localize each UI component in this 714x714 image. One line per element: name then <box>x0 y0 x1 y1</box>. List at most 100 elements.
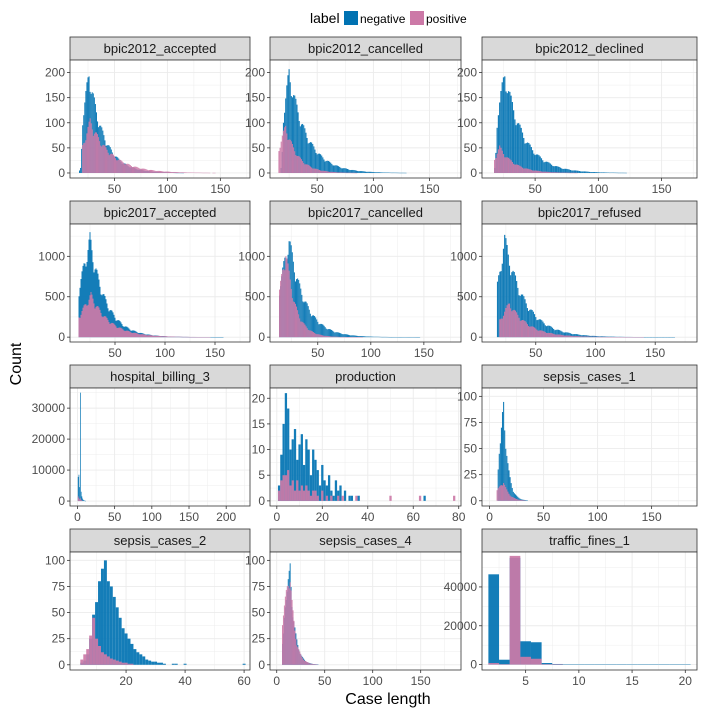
bar-negative <box>148 660 152 665</box>
y-tick-label: 20000 <box>32 432 66 446</box>
bar-negative <box>533 153 535 173</box>
bar-negative <box>378 172 380 173</box>
bar-positive <box>514 310 517 338</box>
bar-positive <box>533 327 536 338</box>
bar-negative <box>366 171 368 173</box>
bar-negative <box>375 172 377 173</box>
bar-negative <box>325 160 327 173</box>
bar-positive <box>522 319 524 338</box>
y-tick-label: 0 <box>470 166 477 180</box>
bar-positive <box>550 172 553 173</box>
bar-negative <box>339 485 342 501</box>
bar-negative <box>500 271 502 338</box>
bar-negative <box>334 165 336 173</box>
bar-negative <box>540 158 543 173</box>
bar-positive <box>181 172 183 173</box>
bar-positive <box>293 302 295 338</box>
bar-positive <box>95 638 99 665</box>
bar-positive <box>498 486 500 501</box>
bar-negative <box>318 153 320 173</box>
bar-negative <box>349 335 351 338</box>
bar-positive <box>297 155 299 173</box>
bar-positive <box>284 127 286 173</box>
bar-negative <box>322 157 324 173</box>
facet-title: hospital_billing_3 <box>110 369 210 384</box>
gridlines <box>270 552 461 670</box>
bar-negative <box>162 663 166 665</box>
bar-negative <box>542 160 544 173</box>
bar-positive <box>497 149 500 173</box>
bar-negative <box>609 336 611 338</box>
x-tick-label: 0 <box>273 510 280 524</box>
x-tick-label: 100 <box>157 182 177 196</box>
bar-negative <box>534 155 536 173</box>
bar-negative <box>358 336 360 338</box>
bar-positive <box>512 163 515 173</box>
bar-negative <box>300 288 302 338</box>
bar-positive <box>307 490 310 501</box>
bar-positive <box>557 334 560 338</box>
bar-positive <box>298 314 300 338</box>
bars <box>494 76 627 174</box>
bar-positive <box>147 335 149 338</box>
bar-negative <box>309 313 311 338</box>
bar-positive <box>501 318 503 338</box>
bar-negative <box>529 309 531 338</box>
bar-positive <box>92 617 96 665</box>
facet-bpic2017-cancelled: bpic2017_cancelled 50 100 150 0 500 1000 <box>238 200 462 360</box>
bar-positive <box>152 335 154 338</box>
bar-positive <box>125 330 127 338</box>
axes: 50 100 150 0 50 100 150 200 <box>45 66 231 196</box>
bar-positive <box>94 132 96 173</box>
bar-negative <box>595 172 597 173</box>
bar-positive <box>291 480 294 501</box>
bar-negative <box>552 663 563 665</box>
bar-negative <box>333 331 335 338</box>
bar-negative <box>488 574 500 665</box>
bar-negative <box>303 302 305 338</box>
y-tick-label: 0 <box>58 166 65 180</box>
bar-negative <box>312 315 315 338</box>
bar-positive <box>325 171 327 173</box>
bar-negative <box>585 335 587 338</box>
bar-negative <box>309 142 312 173</box>
bar-negative <box>548 162 550 173</box>
bar-positive <box>538 170 540 173</box>
bar-positive <box>146 169 148 173</box>
bar-positive <box>294 630 296 665</box>
bars <box>77 392 86 502</box>
bar-positive <box>500 485 502 501</box>
bar-positive <box>509 495 511 501</box>
bar-positive <box>532 326 534 338</box>
bar-negative <box>594 335 597 338</box>
y-tick-label: 500 <box>457 290 477 304</box>
y-tick-label: 50 <box>464 442 478 456</box>
bar-negative <box>379 172 381 173</box>
bar-positive <box>524 321 526 338</box>
bar-negative <box>525 500 527 501</box>
y-tick-label: 5 <box>258 468 265 482</box>
bar-positive <box>310 330 312 338</box>
bar-negative <box>366 336 368 338</box>
bar-negative <box>106 581 110 665</box>
facet-sepsis-cases-4: sepsis_cases_4 0 50 100 150 0 25 50 75 100 <box>245 528 462 688</box>
bar-positive <box>563 335 566 338</box>
x-tick-label: 0 <box>273 674 280 688</box>
bar-negative <box>507 91 510 173</box>
bar-negative <box>312 449 315 501</box>
bar-negative <box>502 248 505 338</box>
bar-negative <box>370 336 372 338</box>
bar-positive <box>299 318 301 338</box>
bar-negative <box>154 661 158 665</box>
bar-positive <box>163 336 165 338</box>
x-tick-label: 150 <box>414 346 434 360</box>
bar-negative <box>538 319 540 338</box>
bar-positive <box>507 157 510 173</box>
bar-negative <box>335 165 337 173</box>
bar-positive <box>163 171 165 173</box>
bar-positive <box>154 335 156 338</box>
bar-positive <box>279 289 281 338</box>
bar-negative <box>347 334 350 338</box>
bar-negative <box>553 328 555 338</box>
bar-positive <box>180 172 182 173</box>
